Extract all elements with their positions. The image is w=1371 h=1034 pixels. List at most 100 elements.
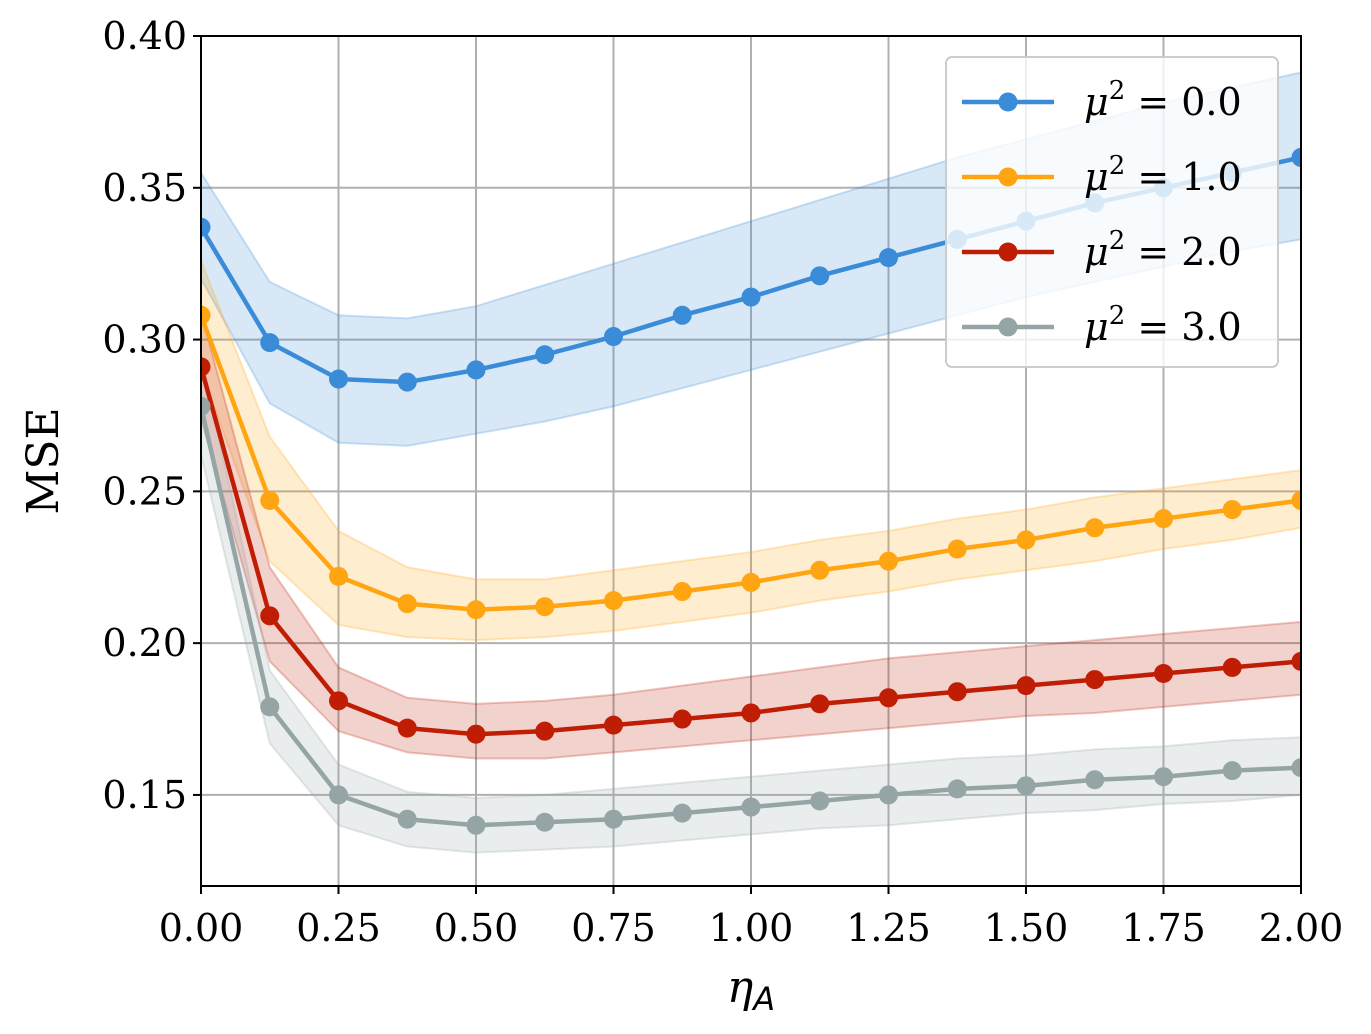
legend-marker-1 xyxy=(998,167,1018,187)
y-tick-label: 0.25 xyxy=(102,469,187,513)
legend-label-value: = 3.0 xyxy=(1125,305,1241,349)
x-tick-label: 1.75 xyxy=(1121,906,1206,950)
x-tick-label: 0.00 xyxy=(159,906,244,950)
point-series-2 xyxy=(201,357,211,377)
y-tick-label: 0.30 xyxy=(102,318,187,362)
legend-label-value: = 2.0 xyxy=(1125,230,1241,274)
point-series-3 xyxy=(1222,761,1242,781)
point-series-0 xyxy=(879,248,898,268)
x-axis-title-symbol: η xyxy=(727,962,753,1013)
point-series-0 xyxy=(810,266,830,286)
point-series-1 xyxy=(672,582,692,602)
point-series-3 xyxy=(741,797,761,817)
point-series-3 xyxy=(1154,767,1173,787)
point-series-2 xyxy=(879,688,898,708)
legend-marker-3 xyxy=(998,317,1018,337)
point-series-2 xyxy=(604,715,623,735)
point-series-2 xyxy=(1291,651,1301,671)
point-series-0 xyxy=(1291,147,1301,167)
y-tick-label: 0.15 xyxy=(102,773,187,817)
point-series-1 xyxy=(1291,490,1301,510)
y-tick-label: 0.40 xyxy=(102,14,187,58)
x-axis-title: ηA xyxy=(727,962,775,1018)
point-series-1 xyxy=(535,597,555,617)
point-series-0 xyxy=(672,305,692,325)
point-series-0 xyxy=(535,345,555,365)
legend-label-exponent: 2 xyxy=(1109,226,1126,256)
point-series-3 xyxy=(604,809,623,829)
point-series-1 xyxy=(329,566,348,586)
point-series-3 xyxy=(397,809,417,829)
point-series-3 xyxy=(1291,758,1301,778)
x-axis-title-subscript: A xyxy=(751,980,775,1018)
point-series-3 xyxy=(201,396,211,416)
legend-label-mu: μ xyxy=(1084,80,1109,124)
point-series-2 xyxy=(1222,657,1242,677)
point-series-0 xyxy=(604,327,623,347)
point-series-1 xyxy=(1016,530,1036,550)
point-series-0 xyxy=(260,333,280,353)
point-series-3 xyxy=(1016,776,1036,796)
axis-ticks: 0.00 0.25 0.50 0.75 1.00 1.25 1.50 1.75 2.00 0.15… xyxy=(102,14,1343,950)
legend-label-3: μ2 = 3.0 xyxy=(1084,301,1242,349)
point-series-1 xyxy=(1085,518,1105,538)
y-tick-label: 0.20 xyxy=(102,621,187,665)
point-series-2 xyxy=(1085,670,1105,690)
legend-label-mu: μ xyxy=(1084,305,1109,349)
point-series-3 xyxy=(260,697,280,717)
legend-label-value: = 1.0 xyxy=(1125,155,1241,199)
point-series-3 xyxy=(535,812,555,832)
legend-label-value: = 0.0 xyxy=(1125,80,1241,124)
point-series-2 xyxy=(329,691,348,711)
point-series-1 xyxy=(1222,500,1242,520)
y-axis-title: MSE xyxy=(18,407,69,514)
band-series-2 xyxy=(201,311,1301,760)
point-series-2 xyxy=(947,682,967,702)
x-tick-label: 1.25 xyxy=(846,906,931,950)
legend-marker-2 xyxy=(998,242,1018,262)
point-series-1 xyxy=(947,539,967,559)
y-tick-label: 0.35 xyxy=(102,166,187,210)
x-tick-label: 2.00 xyxy=(1259,906,1344,950)
point-series-0 xyxy=(741,287,761,307)
point-series-3 xyxy=(329,785,348,805)
point-series-0 xyxy=(201,217,211,237)
x-tick-label: 1.50 xyxy=(984,906,1069,950)
point-series-1 xyxy=(201,305,211,325)
point-series-2 xyxy=(535,721,555,741)
point-series-1 xyxy=(397,594,417,614)
point-series-3 xyxy=(1085,770,1105,790)
x-tick-label: 0.50 xyxy=(434,906,519,950)
x-tick-label: 0.75 xyxy=(571,906,656,950)
point-series-0 xyxy=(466,360,486,380)
point-series-2 xyxy=(1016,676,1036,696)
point-series-1 xyxy=(879,551,898,571)
legend-label-mu: μ xyxy=(1084,155,1109,199)
legend-label-1: μ2 = 1.0 xyxy=(1084,151,1242,199)
legend: μ2 = 0.0μ2 = 1.0μ2 = 2.0μ2 = 3.0 xyxy=(945,56,1279,368)
point-series-2 xyxy=(466,724,486,744)
series-lines xyxy=(201,147,1301,835)
point-series-3 xyxy=(879,785,898,805)
point-series-2 xyxy=(1154,664,1173,683)
legend-label-exponent: 2 xyxy=(1109,301,1126,331)
point-series-1 xyxy=(604,591,623,611)
point-series-2 xyxy=(397,718,417,738)
point-series-3 xyxy=(810,791,830,811)
point-series-2 xyxy=(741,703,761,723)
band-series-3 xyxy=(201,354,1301,854)
legend-label-mu: μ xyxy=(1084,230,1109,274)
legend-label-0: μ2 = 0.0 xyxy=(1084,76,1242,124)
point-series-3 xyxy=(672,803,692,823)
legend-box xyxy=(945,56,1279,368)
point-series-1 xyxy=(1154,509,1173,529)
point-series-1 xyxy=(260,490,280,510)
point-series-3 xyxy=(466,815,486,835)
point-series-0 xyxy=(329,369,348,389)
point-series-2 xyxy=(672,709,692,729)
point-series-1 xyxy=(810,560,830,580)
point-series-2 xyxy=(260,606,280,626)
point-series-2 xyxy=(810,694,830,714)
point-series-1 xyxy=(466,600,486,620)
